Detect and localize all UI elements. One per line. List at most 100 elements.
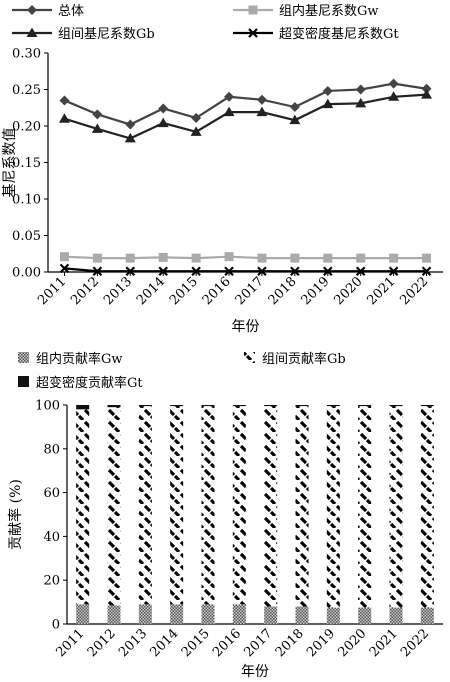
bar-stack bbox=[201, 405, 215, 624]
bar-segment-2 bbox=[76, 409, 90, 605]
line-y-axis-label: 基尼系数值 bbox=[1, 128, 18, 198]
line-y-tick-label: 0.30 bbox=[12, 47, 41, 62]
line-series bbox=[58, 78, 433, 277]
bar-segment-3 bbox=[170, 405, 184, 407]
bar-legend-item: 组间贡献率Gb bbox=[244, 351, 346, 367]
line-point bbox=[290, 266, 300, 277]
line-y-tick-label: 0.00 bbox=[12, 266, 41, 281]
bar-segment-3 bbox=[326, 405, 340, 407]
line-point bbox=[124, 132, 136, 143]
bar-x-axis-label: 年份 bbox=[241, 664, 269, 680]
line-point bbox=[355, 97, 367, 108]
bar-y-tick-label: 80 bbox=[43, 442, 60, 457]
bar-stack bbox=[420, 405, 434, 624]
bar-segment-2 bbox=[138, 406, 152, 605]
line-point bbox=[388, 91, 400, 101]
bar-legend-swatch bbox=[18, 376, 29, 387]
bar-x-tick-label: 2014 bbox=[147, 626, 181, 660]
bar-segment-2 bbox=[326, 406, 340, 608]
line-path bbox=[64, 82, 427, 126]
bar-segment-1 bbox=[326, 607, 340, 624]
bar-segment-3 bbox=[295, 405, 309, 407]
bar-stack bbox=[170, 405, 184, 624]
line-point bbox=[59, 252, 69, 262]
line-y-tick-label: 0.20 bbox=[12, 120, 41, 135]
bar-segment-3 bbox=[201, 405, 215, 407]
bar-segment-3 bbox=[358, 405, 372, 407]
bar-stack bbox=[76, 405, 90, 624]
line-point bbox=[190, 126, 202, 136]
line-x-tick-label: 2016 bbox=[200, 274, 234, 308]
line-point bbox=[257, 253, 267, 263]
line-x-tick-label: 2019 bbox=[299, 274, 333, 308]
bar-legend-swatch bbox=[18, 352, 29, 363]
bar-stack bbox=[295, 405, 309, 624]
line-legend-label: 超变密度基尼系数Gt bbox=[279, 26, 399, 42]
bar-legend: 组内贡献率Gw 组间贡献率Gb 超变密度贡献率Gt bbox=[18, 351, 346, 391]
line-legend-marker bbox=[26, 27, 38, 37]
line-point bbox=[322, 85, 333, 96]
bar-x-tick-label: 2013 bbox=[116, 626, 150, 660]
bar-segment-1 bbox=[107, 605, 121, 624]
bar-y-tick-label: 0 bbox=[52, 618, 60, 633]
bar-legend-item: 组内贡献率Gw bbox=[18, 351, 123, 367]
line-point bbox=[290, 253, 300, 263]
bar-stack bbox=[107, 405, 121, 624]
line-point bbox=[125, 253, 135, 263]
bar-segment-2 bbox=[232, 406, 246, 605]
bar-segment-1 bbox=[232, 604, 246, 624]
bar-segment-1 bbox=[170, 604, 184, 624]
bar-legend-label: 组间贡献率Gb bbox=[262, 351, 346, 367]
bar-segment-2 bbox=[170, 406, 184, 605]
line-point bbox=[92, 253, 102, 263]
line-series-2 bbox=[59, 252, 432, 263]
line-point bbox=[59, 95, 70, 106]
line-x-tick-label: 2015 bbox=[167, 274, 201, 308]
bar-segment-1 bbox=[76, 604, 90, 624]
line-legend-marker bbox=[248, 5, 258, 15]
line-point bbox=[289, 102, 300, 113]
bar-legend-label: 组内贡献率Gw bbox=[36, 351, 123, 367]
line-legend-marker bbox=[27, 5, 37, 15]
bar-segment-2 bbox=[389, 406, 403, 608]
bar-segment-1 bbox=[138, 604, 152, 624]
line-point bbox=[421, 89, 433, 99]
line-point bbox=[355, 266, 366, 277]
line-x-tick-label: 2021 bbox=[364, 274, 398, 308]
line-y-tick-label: 0.05 bbox=[12, 229, 41, 244]
line-point bbox=[322, 98, 334, 109]
line-point bbox=[289, 114, 301, 125]
bar-bars bbox=[76, 405, 434, 624]
line-point bbox=[157, 117, 169, 128]
bar-segment-1 bbox=[201, 604, 215, 624]
bar-legend-label: 超变密度贡献率Gt bbox=[36, 375, 143, 391]
bar-segment-2 bbox=[107, 407, 121, 606]
line-x-tick-label: 2013 bbox=[101, 274, 135, 308]
bar-segment-3 bbox=[107, 405, 121, 408]
bar-x-tick-label: 2016 bbox=[210, 626, 244, 660]
line-point bbox=[191, 112, 202, 123]
line-legend-label: 组间基尼系数Gb bbox=[58, 27, 155, 42]
line-point bbox=[224, 91, 235, 102]
line-x-axis-label: 年份 bbox=[232, 319, 260, 335]
line-point bbox=[125, 119, 136, 130]
line-point bbox=[223, 106, 235, 117]
line-series-4 bbox=[59, 263, 432, 277]
bar-stack bbox=[264, 405, 278, 624]
line-point bbox=[256, 106, 268, 117]
bar-x-tick-label: 2022 bbox=[398, 626, 432, 660]
line-point bbox=[421, 266, 432, 277]
line-path bbox=[64, 93, 427, 140]
line-point bbox=[224, 252, 234, 262]
line-series-1 bbox=[59, 78, 432, 130]
bar-segment-2 bbox=[358, 406, 372, 608]
bar-segment-1 bbox=[389, 607, 403, 624]
bar-y-tick-label: 60 bbox=[43, 486, 60, 501]
line-point bbox=[158, 252, 168, 262]
line-x-tick-label: 2022 bbox=[397, 274, 431, 308]
line-point bbox=[191, 266, 201, 277]
bar-x-tick-label: 2021 bbox=[367, 626, 401, 660]
line-point bbox=[58, 113, 70, 123]
